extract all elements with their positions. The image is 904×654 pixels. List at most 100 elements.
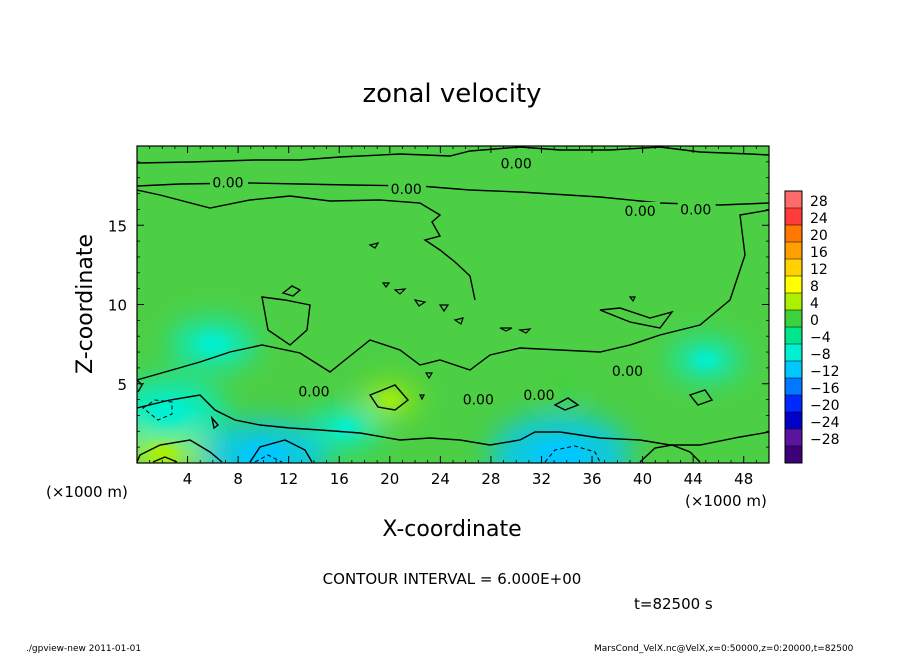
contour-label: 0.00 [523,388,554,404]
x-tick-label: 40 [633,470,652,488]
contour-line [393,288,407,295]
contour-label: 0.00 [612,364,643,380]
contour-line [413,299,427,307]
contour-label: 0.00 [463,393,494,409]
contour-line-negative [254,454,283,463]
x-tick-label: 44 [684,470,703,488]
colorbar-swatch [785,191,802,208]
contour-line [368,384,410,411]
y-tick-label: 15 [108,217,127,235]
x-tick-label: 12 [279,470,298,488]
contour-line [152,456,178,463]
colorbar-swatch [785,208,802,225]
colorbar-swatch [785,276,802,293]
colorbar-swatch [785,378,802,395]
colorbar-swatch [785,344,802,361]
contour-line [137,189,476,301]
contour-label-bg [210,173,249,189]
colorbar-label: 12 [810,262,828,278]
y-axis-label: Z-coordinate [73,234,98,374]
x-axis-label: X-coordinate [382,517,521,542]
anomaly-core [197,335,228,354]
anomaly-core [240,443,286,463]
field-background [137,146,769,463]
contour-line [499,327,513,332]
colorbar-swatch [785,259,802,276]
colorbar-label: −28 [810,432,840,448]
x-tick-label: 20 [380,470,399,488]
contour-label: 0.00 [680,202,711,218]
chart-title: zonal velocity [362,79,541,109]
contour-label-bg [609,362,648,378]
time-label: t=82500 s [634,595,713,613]
contour-line [639,444,701,463]
x-unit-label-left: (×1000 m) [46,483,128,501]
contour-line-negative [142,399,173,421]
contour-line [137,439,223,463]
colorbar-label: 16 [810,245,828,261]
contour-line [688,389,714,406]
colorbar-swatch [785,412,802,429]
heatmap-field: 0.00 0.00 0.00 0.00 0.00 0.00 0.00 0.00 0.00 [137,146,769,463]
x-tick-label: 32 [532,470,551,488]
contour-line [137,394,769,446]
colorbar-label: 20 [810,228,828,244]
colorbar-swatch [785,395,802,412]
y-tick-label: 10 [108,297,127,315]
contour-line [628,296,636,303]
colorbar-label: 4 [810,296,819,312]
contour-line [210,415,220,430]
contour-label: 0.00 [391,182,422,198]
x-tick-label: 24 [431,470,450,488]
anomaly-core [333,420,359,436]
contour-label-bg [622,201,661,217]
colorbar-label: −8 [810,347,831,363]
contour-line [249,439,313,463]
anomaly-core [148,398,189,423]
contour-line [517,328,532,334]
contour-line [424,372,434,380]
x-tick-label: 36 [582,470,601,488]
colorbar-label: 0 [810,313,819,329]
contour-line [137,209,769,381]
footer-right: MarsCond_VelX.nc@VelX,x=0:50000,z=0:2000… [594,644,854,654]
x-tick-label: 8 [233,470,243,488]
colorbar-swatch [785,242,802,259]
contour-label-bg [388,179,427,195]
colorbar-label: −20 [810,398,840,414]
contour-line [137,146,769,164]
anomaly-core [535,440,586,463]
colorbar-label: 8 [810,279,819,295]
colorbar-label: −12 [810,364,840,380]
x-tick-label: 28 [481,470,500,488]
contour-label-bg [295,382,334,398]
contour-line [281,285,302,297]
contour-line [261,296,311,346]
negative-anomaly [200,420,327,463]
colorbar-swatch [785,225,802,242]
colorbar-swatch [785,361,802,378]
colorbar-swatch [785,327,802,344]
x-tick-label: 4 [183,470,193,488]
contour-line [368,242,380,249]
contour-line [553,397,580,411]
colorbar-label: −24 [810,415,840,431]
colorbar-label: 24 [810,211,828,227]
contour-line-negative [544,445,601,463]
contour-label-bg [677,200,716,216]
contour-line [453,317,464,325]
colorbar-label: 28 [810,194,828,210]
anomaly-core [693,352,719,368]
contour-line [137,379,143,393]
colorbar-swatch [785,310,802,327]
negative-anomaly [490,415,631,463]
colorbar-label: −16 [810,381,840,397]
colorbar-label: −4 [810,330,831,346]
contour-label-bg [520,385,559,401]
colorbar-swatch [785,293,802,310]
colorbar-swatch [785,429,802,446]
colorbar-swatch [785,446,802,463]
contour-label: 0.00 [298,385,329,401]
